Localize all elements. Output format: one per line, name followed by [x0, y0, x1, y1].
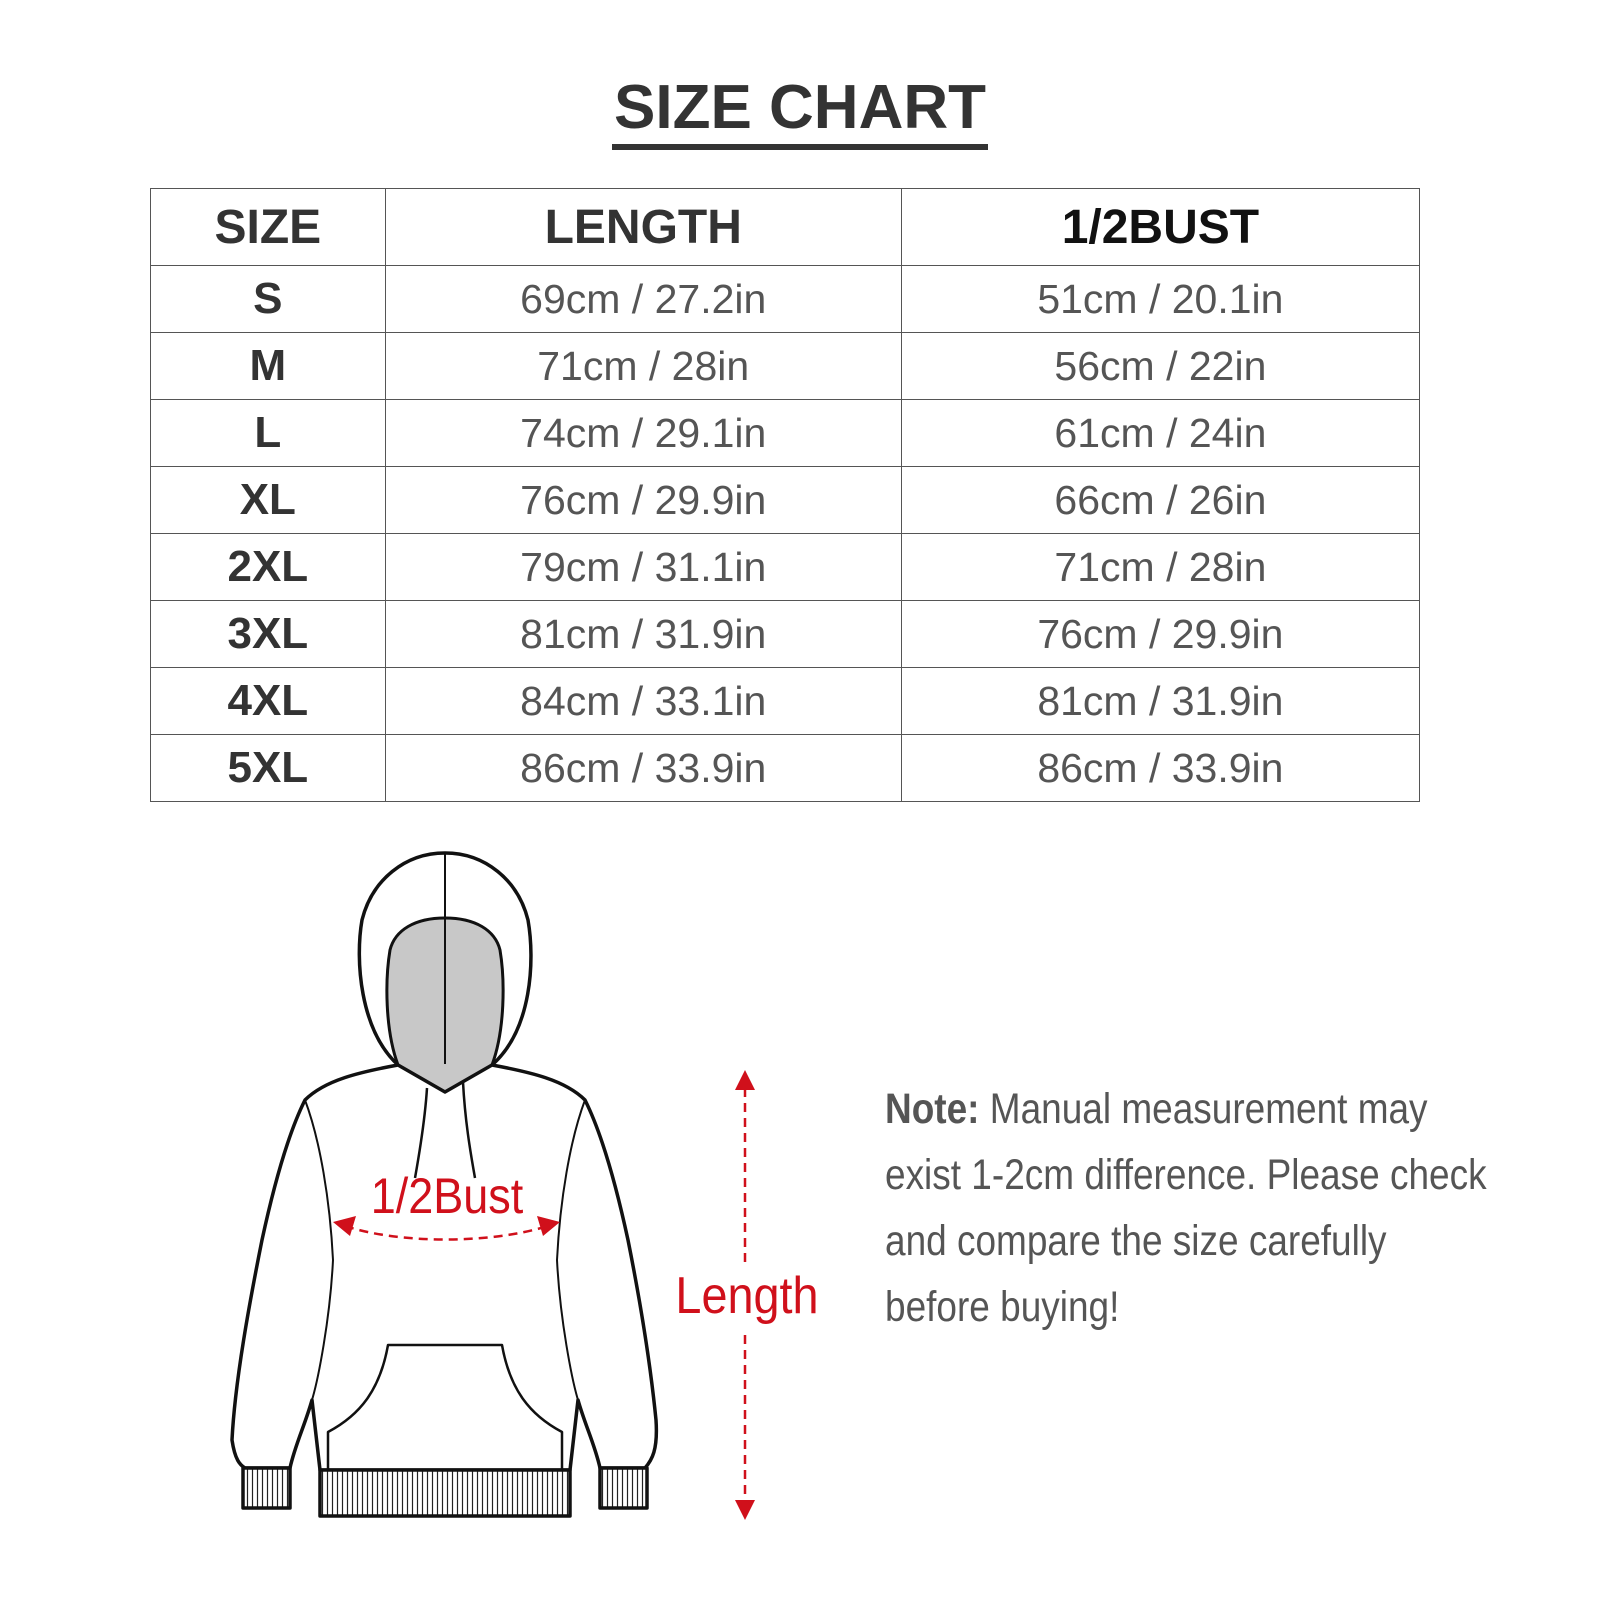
table-row: 4XL 84cm / 33.1in 81cm / 31.9in: [150, 667, 1421, 735]
arrow-right-icon: [537, 1216, 560, 1236]
cell-bust: 56cm / 22in: [900, 332, 1421, 400]
cell-bust: 71cm / 28in: [900, 533, 1421, 601]
waistband: [318, 1468, 572, 1518]
right-cuff: [598, 1466, 649, 1510]
cell-length: 86cm / 33.9in: [384, 734, 902, 802]
length-label: Length: [675, 1267, 818, 1325]
table-row: XL 76cm / 29.9in 66cm / 26in: [150, 466, 1421, 534]
cell-size: M: [150, 332, 386, 400]
cell-size: 4XL: [150, 667, 386, 735]
arrow-down-icon: [735, 1500, 755, 1520]
title-wrap: SIZE CHART: [0, 72, 1600, 150]
table-row: L 74cm / 29.1in 61cm / 24in: [150, 399, 1421, 467]
cell-bust: 81cm / 31.9in: [900, 667, 1421, 735]
hoodie-body: [230, 1063, 659, 1472]
table-row: M 71cm / 28in 56cm / 22in: [150, 332, 1421, 400]
cell-length: 74cm / 29.1in: [384, 399, 902, 467]
note: Note: Manual measurement may exist 1-2cm…: [885, 1076, 1487, 1340]
cell-size: 2XL: [150, 533, 386, 601]
cell-bust: 61cm / 24in: [900, 399, 1421, 467]
cell-length: 76cm / 29.9in: [384, 466, 902, 534]
cell-size: 3XL: [150, 600, 386, 668]
cell-size: 5XL: [150, 734, 386, 802]
note-label: Note:: [885, 1085, 980, 1133]
table-row: 2XL 79cm / 31.1in 71cm / 28in: [150, 533, 1421, 601]
size-table: SIZE LENGTH 1/2BUST S 69cm / 27.2in 51cm /…: [150, 188, 1421, 802]
cell-size: XL: [150, 466, 386, 534]
table-header-row: SIZE LENGTH 1/2BUST: [150, 188, 1421, 266]
cell-bust: 86cm / 33.9in: [900, 734, 1421, 802]
length-measure: [735, 1070, 755, 1520]
table-row: 5XL 86cm / 33.9in 86cm / 33.9in: [150, 734, 1421, 802]
cell-length: 71cm / 28in: [384, 332, 902, 400]
left-cuff: [241, 1466, 292, 1510]
bust-label: 1/2Bust: [371, 1169, 524, 1225]
cell-bust: 66cm / 26in: [900, 466, 1421, 534]
header-bust: 1/2BUST: [900, 188, 1421, 266]
cell-length: 79cm / 31.1in: [384, 533, 902, 601]
header-size: SIZE: [150, 188, 386, 266]
arrow-left-icon: [333, 1216, 356, 1236]
bust-measure: [333, 1216, 560, 1241]
header-length: LENGTH: [384, 188, 902, 266]
note-text: Manual measurement may exist 1-2cm diffe…: [885, 1085, 1487, 1331]
cell-bust: 76cm / 29.9in: [900, 600, 1421, 668]
cell-length: 84cm / 33.1in: [384, 667, 902, 735]
page-title: SIZE CHART: [612, 72, 988, 150]
arrow-up-icon: [735, 1070, 755, 1090]
